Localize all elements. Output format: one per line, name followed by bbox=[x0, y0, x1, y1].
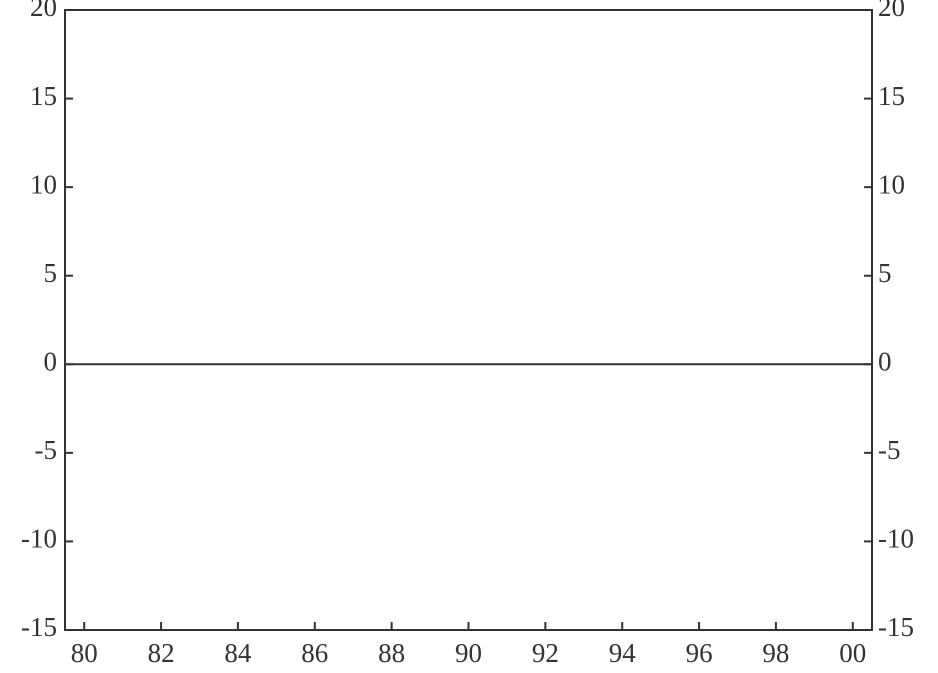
y2-tick-label: -5 bbox=[878, 435, 901, 465]
y2-tick-label: 5 bbox=[878, 258, 892, 288]
y-tick-label: -15 bbox=[21, 612, 57, 642]
y2-tick-label: 15 bbox=[878, 81, 905, 111]
x-tick-label: 92 bbox=[532, 638, 559, 668]
x-tick-label: 82 bbox=[148, 638, 175, 668]
plot-frame bbox=[64, 9, 873, 631]
y-tick-label: 5 bbox=[44, 258, 58, 288]
y2-tick-label: -10 bbox=[878, 524, 914, 554]
y-tick-label: 0 bbox=[44, 346, 58, 376]
y-tick-label: -10 bbox=[21, 524, 57, 554]
x-tick-label: 94 bbox=[609, 638, 637, 668]
x-tick-label: 80 bbox=[71, 638, 98, 668]
x-tick-label: 86 bbox=[301, 638, 328, 668]
x-tick-label: 88 bbox=[378, 638, 405, 668]
x-tick-label: 84 bbox=[224, 638, 252, 668]
x-tick-label: 96 bbox=[686, 638, 713, 668]
y-tick-label: 10 bbox=[30, 169, 57, 199]
y2-tick-label: 20 bbox=[878, 0, 905, 22]
y2-tick-label: -15 bbox=[878, 612, 914, 642]
y2-tick-label: 0 bbox=[878, 346, 892, 376]
x-tick-label: 90 bbox=[455, 638, 482, 668]
y2-tick-label: 10 bbox=[878, 169, 905, 199]
x-tick-label: 98 bbox=[762, 638, 789, 668]
y-tick-label: -5 bbox=[35, 435, 58, 465]
y-tick-label: 20 bbox=[30, 0, 57, 22]
x-tick-label: 00 bbox=[839, 638, 866, 668]
y-tick-label: 15 bbox=[30, 81, 57, 111]
